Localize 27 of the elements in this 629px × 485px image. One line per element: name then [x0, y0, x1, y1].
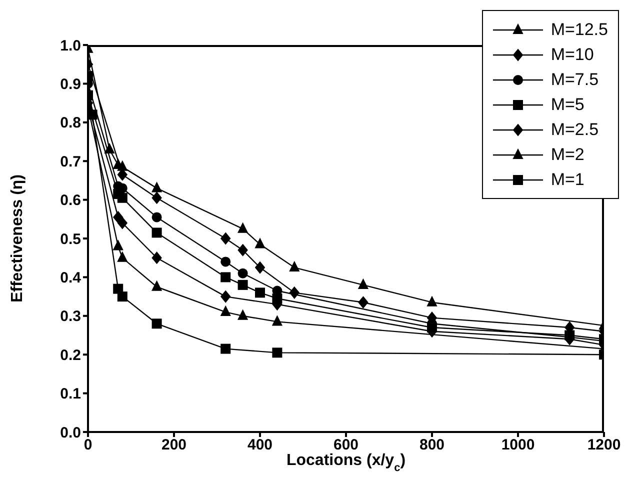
legend-label: M=12.5 [550, 19, 608, 41]
y-tick-label: 0.6 [60, 192, 81, 210]
legend-label: M=10 [550, 44, 594, 66]
legend-label: M=1 [550, 169, 584, 191]
x-axis-title: Locations (x/y$_{c}$) [286, 452, 406, 474]
x-tick-label: 0 [84, 436, 92, 454]
x-tick-label: 200 [161, 436, 187, 454]
x-tick-label: 1000 [501, 436, 535, 454]
y-tick-label: 0.4 [60, 270, 82, 287]
x-tick-label: 600 [333, 436, 359, 454]
x-tick-label: 1200 [587, 436, 621, 454]
legend-label: M=2.5 [550, 119, 599, 141]
x-tick-label: 800 [419, 436, 445, 454]
y-tick-label: 0.2 [60, 346, 81, 364]
x-tick-label: 400 [247, 436, 273, 454]
y-tick-label: 0.7 [60, 153, 81, 170]
legend-label: M=5 [550, 94, 584, 116]
legend-label: M=2 [550, 144, 584, 166]
y-tick-label: 0.5 [60, 230, 81, 248]
y-axis-title: Effectiveness (η) [9, 174, 26, 303]
y-tick-label: 0.8 [60, 114, 81, 132]
y-tick-label: 1.0 [60, 37, 81, 54]
y-tick-label: 0.0 [60, 424, 81, 442]
y-tick-label: 0.1 [60, 386, 81, 403]
legend-label: M=7.5 [550, 69, 599, 91]
y-tick-label: 0.9 [60, 76, 81, 94]
y-tick-label: 0.3 [60, 308, 81, 326]
